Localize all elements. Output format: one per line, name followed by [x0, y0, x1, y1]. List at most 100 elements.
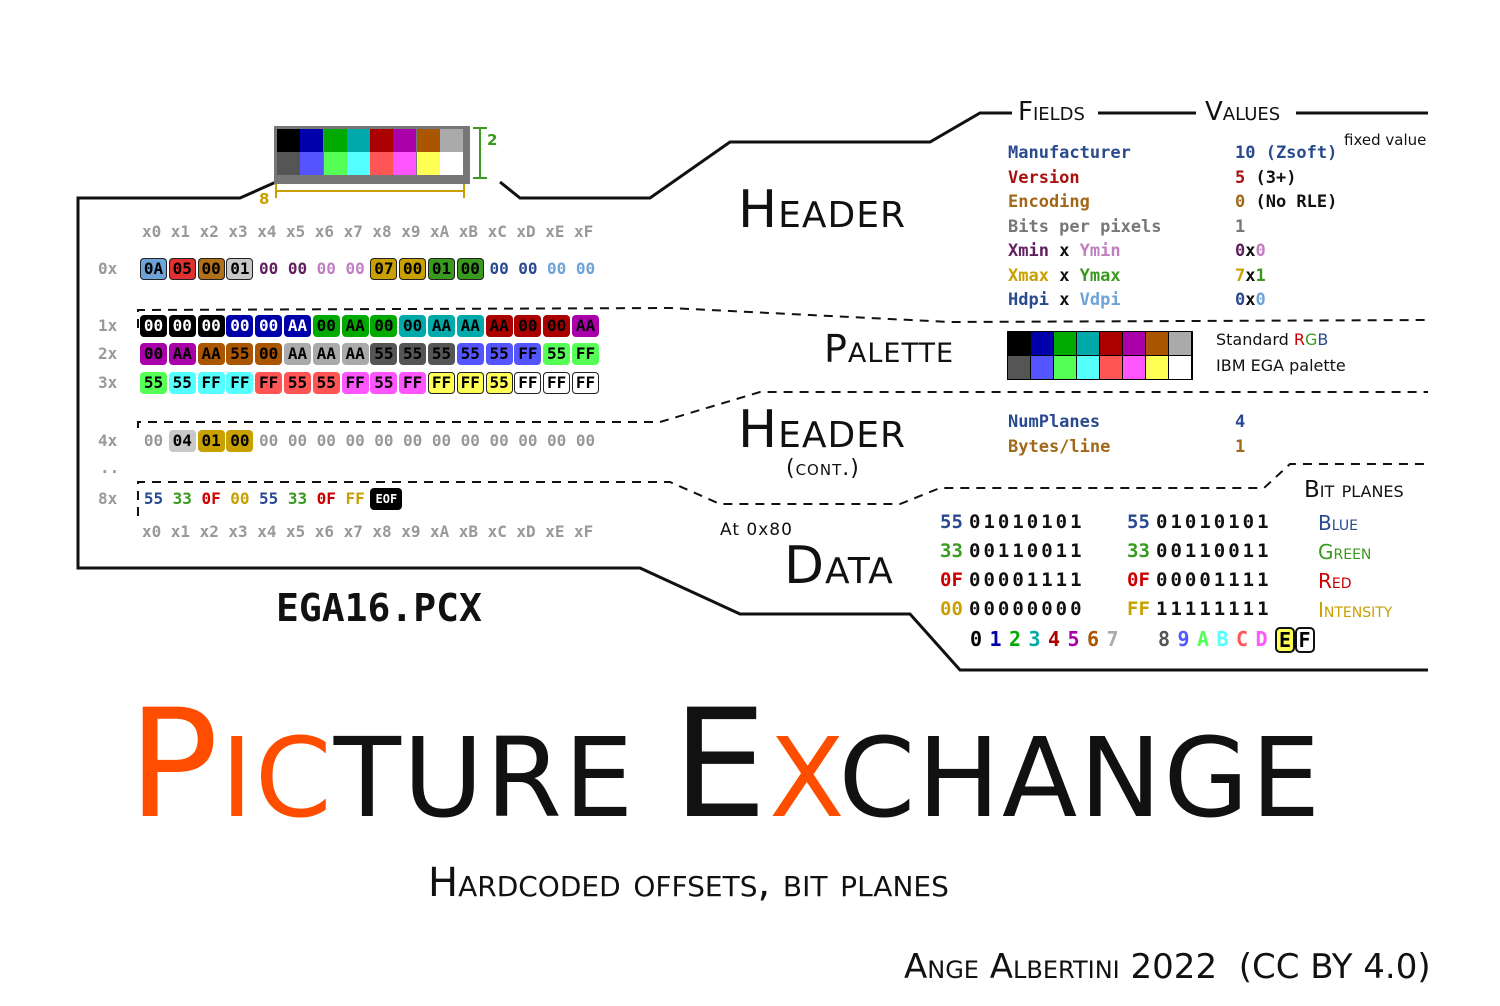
hex-byte: AA: [341, 315, 369, 337]
column-header: x8: [372, 222, 392, 241]
color-index: 2: [1009, 627, 1022, 651]
ega-swatch: [1031, 332, 1053, 355]
palette-thumb-swatch: [346, 129, 370, 152]
row-offset-label: 1x: [98, 316, 118, 335]
hex-byte: 55: [284, 372, 311, 394]
hex-byte: FF: [428, 372, 455, 394]
hex-byte: 00: [255, 343, 283, 365]
ega-swatch: [1008, 332, 1030, 355]
hex-byte: 55: [140, 372, 167, 394]
row-offset-label: 8x: [98, 489, 118, 508]
hex-byte: AA: [341, 343, 369, 365]
column-header: xD: [516, 522, 536, 541]
ega-swatch: [1008, 356, 1030, 379]
palette-thumb-swatch: [277, 129, 300, 152]
column-header: xB: [458, 222, 479, 241]
column-header: xD: [516, 222, 536, 241]
column-header: xF: [574, 222, 594, 241]
column-header: x4: [257, 222, 277, 241]
column-header: x3: [228, 222, 248, 241]
color-index: 8: [1158, 627, 1171, 651]
rgb-r: R: [1293, 330, 1305, 349]
hex-byte: 0F: [316, 489, 336, 508]
palette-thumbnail: [274, 126, 470, 184]
field-value: 0 (No RLE): [1235, 192, 1338, 212]
palette-height-label: 2: [487, 131, 498, 149]
hex-byte: 00: [226, 430, 254, 452]
hex-byte: FF: [345, 489, 365, 508]
color-index: 9: [1177, 627, 1190, 651]
column-header: xA: [430, 222, 450, 241]
credit: Ange Albertini 2022 (CC BY 4.0): [904, 947, 1431, 987]
hex-byte: 00: [230, 489, 250, 508]
fields-title: Fields: [1018, 97, 1085, 127]
column-header: x4: [257, 522, 277, 541]
field-value: 5 (3+): [1235, 167, 1297, 188]
palette-thumb-swatch: [370, 129, 393, 152]
field-name-pair: Xmax x Ymax: [1008, 265, 1121, 286]
column-header: x9: [401, 522, 421, 541]
hex-byte: 00: [287, 259, 308, 278]
hex-byte: AA: [168, 343, 196, 365]
column-header: xB: [458, 522, 479, 541]
plane-label: Red: [1318, 569, 1352, 593]
palette-thumb-swatch: [393, 129, 417, 152]
hex-byte: FF: [572, 372, 599, 394]
hex-byte: AA: [485, 315, 513, 337]
hex-byte: AA: [572, 315, 599, 337]
plane-label: Blue: [1318, 511, 1358, 535]
ega-swatch: [1054, 356, 1076, 379]
hex-byte: 00: [226, 315, 254, 337]
field-value: 10 (Zsoft): [1235, 143, 1338, 163]
hex-byte: 00: [287, 431, 308, 450]
section-data: Data: [784, 536, 894, 596]
ega-swatch: [1123, 356, 1145, 379]
hex-byte: 00: [168, 315, 196, 337]
column-header: x2: [199, 222, 219, 241]
main-title: PICTURE EXCHANGE: [128, 678, 1323, 852]
palette-thumb-swatch: [300, 129, 324, 152]
color-index: D: [1255, 627, 1268, 651]
color-index: 6: [1087, 627, 1100, 651]
column-header: x7: [343, 522, 363, 541]
ega-swatch: [1077, 356, 1099, 379]
hex-byte: FF: [543, 372, 571, 394]
column-header: xE: [545, 222, 565, 241]
palette-thumb-swatch: [300, 152, 324, 175]
hex-byte: 00: [316, 431, 336, 450]
column-header: xC: [487, 222, 507, 241]
plane-label: Green: [1318, 540, 1372, 564]
title-letter-x: X: [769, 714, 839, 842]
hex-byte: 00: [140, 343, 167, 365]
bit-planes-title: Bit planes: [1304, 477, 1404, 503]
subtitle: Hardcoded offsets, bit planes: [428, 860, 949, 906]
hex-byte: 00: [489, 259, 509, 278]
palette-thumb-swatch: [323, 152, 347, 175]
color-index: C: [1236, 627, 1249, 651]
row-offset-label: 4x: [98, 431, 118, 450]
hex-byte: 00: [345, 259, 365, 278]
hex-byte: 0F: [201, 489, 221, 508]
plane-hex: 33: [940, 540, 963, 562]
rgb-b: B: [1317, 330, 1329, 349]
hex-byte: 00: [259, 431, 279, 450]
plane-hex: 0F: [940, 569, 963, 591]
ega-swatch: [1031, 356, 1053, 379]
plane-bits: 01010101: [1156, 511, 1272, 533]
hex-byte: FF: [514, 372, 542, 394]
title-letter-c: C: [254, 714, 334, 842]
field-name: Manufacturer: [1008, 143, 1131, 163]
hex-byte: FF: [255, 372, 283, 394]
hex-byte: 00: [399, 258, 427, 280]
hex-byte: 00: [399, 315, 427, 337]
field-name: Bits per pixels: [1008, 216, 1162, 237]
color-index: 1: [989, 627, 1002, 651]
hex-byte: 55: [226, 343, 254, 365]
field-name: Version: [1008, 167, 1080, 188]
palette-thumb-swatch: [393, 152, 417, 175]
ega-swatch: [1077, 332, 1099, 355]
ega-swatch: [1100, 356, 1122, 379]
hex-byte: 00: [575, 259, 596, 278]
hex-byte: 00: [518, 259, 538, 278]
